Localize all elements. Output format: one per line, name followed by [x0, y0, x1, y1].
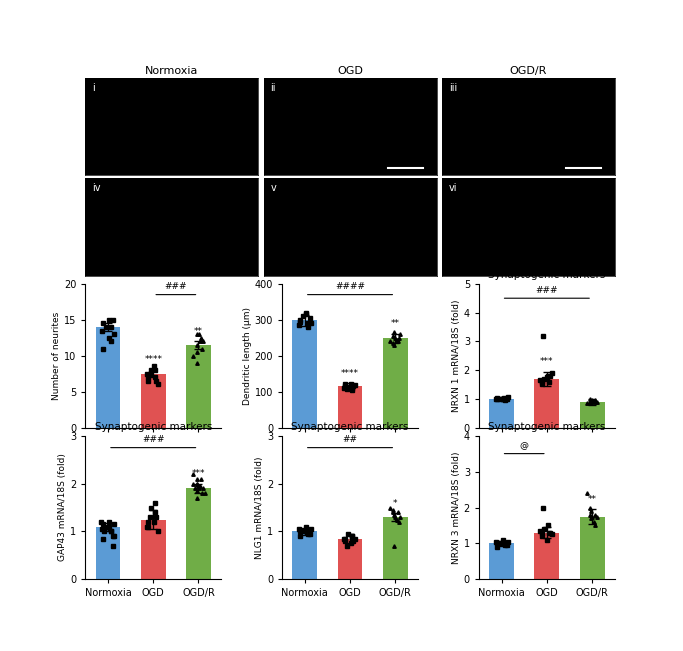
- Text: ###: ###: [142, 435, 165, 444]
- Text: ***: ***: [192, 469, 205, 478]
- Text: *: *: [393, 499, 398, 508]
- Y-axis label: Number of neurites: Number of neurites: [52, 312, 61, 400]
- Text: vi: vi: [449, 184, 457, 193]
- Title: OGD/R: OGD/R: [510, 66, 547, 76]
- Text: **: **: [194, 327, 203, 335]
- Title: Synaptogenic markers: Synaptogenic markers: [292, 422, 408, 432]
- Text: iv: iv: [92, 184, 101, 193]
- Title: Synaptogenic markers: Synaptogenic markers: [488, 422, 606, 432]
- Text: i: i: [92, 83, 95, 93]
- Bar: [337, 386, 363, 428]
- Title: Synaptogenic markers: Synaptogenic markers: [94, 422, 212, 432]
- Bar: [580, 402, 604, 428]
- Bar: [141, 374, 166, 428]
- Bar: [292, 320, 317, 428]
- Bar: [489, 399, 514, 428]
- Bar: [96, 527, 120, 579]
- Bar: [186, 345, 211, 428]
- Text: ***: ***: [540, 357, 554, 366]
- Text: v: v: [270, 184, 276, 193]
- Bar: [383, 339, 408, 428]
- Y-axis label: NRXN 1 mRNA/18S (fold): NRXN 1 mRNA/18S (fold): [452, 299, 461, 412]
- Y-axis label: NLG1 mRNA/18S (fold): NLG1 mRNA/18S (fold): [255, 456, 264, 559]
- Text: ##: ##: [343, 435, 357, 444]
- Bar: [96, 327, 120, 428]
- Text: @: @: [520, 441, 529, 450]
- Bar: [292, 531, 317, 579]
- Y-axis label: NRXN 3 mRNA/18S (fold): NRXN 3 mRNA/18S (fold): [452, 451, 461, 564]
- Text: ####: ####: [335, 282, 365, 291]
- Bar: [141, 519, 166, 579]
- Bar: [534, 379, 559, 428]
- Text: ii: ii: [270, 83, 276, 93]
- Text: ****: ****: [341, 368, 359, 378]
- Title: Normoxia: Normoxia: [145, 66, 199, 76]
- Bar: [534, 533, 559, 579]
- Bar: [337, 538, 363, 579]
- Bar: [383, 517, 408, 579]
- Text: ###: ###: [165, 282, 187, 291]
- Text: ****: ****: [144, 355, 163, 365]
- Text: iii: iii: [449, 83, 457, 93]
- Title: Synaptogenic markers: Synaptogenic markers: [488, 270, 606, 281]
- Text: **: **: [587, 495, 596, 504]
- Bar: [489, 544, 514, 579]
- Title: OGD: OGD: [337, 66, 363, 76]
- Y-axis label: Dendritic length (μm): Dendritic length (μm): [243, 307, 252, 405]
- Bar: [580, 516, 604, 579]
- Text: **: **: [391, 320, 400, 328]
- Y-axis label: GAP43 mRNA/18S (fold): GAP43 mRNA/18S (fold): [58, 454, 68, 561]
- Text: ###: ###: [535, 286, 558, 295]
- Bar: [186, 488, 211, 579]
